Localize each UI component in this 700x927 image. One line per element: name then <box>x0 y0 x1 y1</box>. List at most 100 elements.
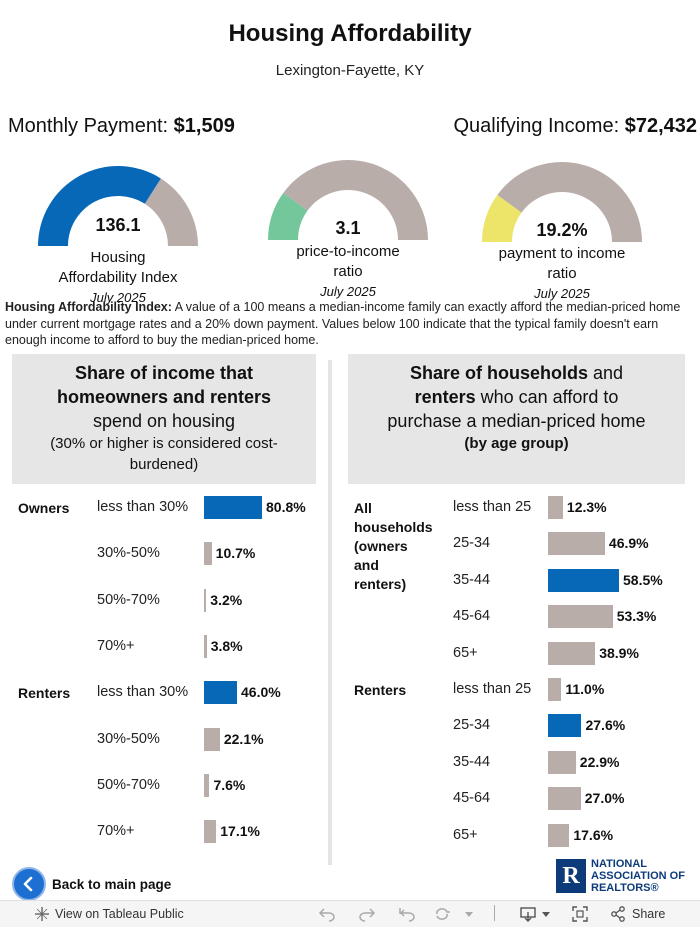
bar <box>204 634 207 658</box>
bar <box>548 823 570 847</box>
gauge-track <box>497 162 642 242</box>
fullscreen-button[interactable] <box>572 906 588 922</box>
undo-button[interactable] <box>318 906 336 922</box>
tableau-icon <box>34 906 50 922</box>
gauge-track <box>283 160 428 240</box>
logo-line1: NATIONAL <box>591 858 648 870</box>
data-label: 3.8% <box>210 637 243 654</box>
gauge-track <box>144 178 198 246</box>
gauge-value: 3.1 <box>335 218 361 238</box>
gauge-value: 136.1 <box>95 215 141 235</box>
group-label: Renters <box>354 682 407 698</box>
data-label: 53.3% <box>616 608 657 625</box>
qualifying-income-metric: Qualifying Income: $72,432 <box>454 115 698 138</box>
redo-icon <box>359 908 376 922</box>
gauge-fill <box>482 194 522 242</box>
data-label: 58.5% <box>623 571 663 588</box>
gauge-label-line1: payment to income <box>498 245 626 262</box>
view-on-tableau-label: View on Tableau Public <box>55 907 184 921</box>
monthly-payment-value: $1,509 <box>173 115 235 137</box>
category-label: less than 25 <box>453 499 532 515</box>
right-panel-header: Share of households and renters who can … <box>348 354 685 484</box>
bar <box>548 714 582 738</box>
gauge-fill <box>268 192 308 240</box>
note-text: A value of a 100 means a median-income f… <box>5 300 681 347</box>
left-header-line5: burdened) <box>129 456 199 473</box>
category-label: 65+ <box>453 644 478 661</box>
category-label: 50%-70% <box>97 591 160 608</box>
qualifying-income-label: Qualifying Income: <box>453 115 620 137</box>
share-button[interactable]: Share <box>610 906 665 922</box>
gauge-date: July 2025 <box>320 284 376 299</box>
bar <box>204 773 210 797</box>
page-subtitle: Lexington-Fayette, KY <box>275 62 425 79</box>
gauge-payment-to-income: 19.2% payment to income ratio July 2025 <box>472 160 652 301</box>
gauge-arc <box>482 162 642 242</box>
logo-line3: REALTORS® <box>591 882 659 894</box>
refresh-icon <box>436 908 473 920</box>
bar <box>204 588 207 612</box>
pause-updates-button[interactable] <box>434 906 474 922</box>
gauge-label-line1: Housing <box>90 249 146 266</box>
category-label: 35-44 <box>453 753 491 770</box>
right-header-line1-bold: Share of households <box>409 363 588 383</box>
category-label: 45-64 <box>453 790 491 807</box>
data-label: 11.0% <box>565 681 605 697</box>
data-label: 27.0% <box>584 790 625 807</box>
logo-line2: ASSOCIATION OF <box>591 870 685 882</box>
left-panel-header: Share of income that homeowners and rent… <box>12 354 316 484</box>
gauge-label-line2: Affordability Index <box>58 269 178 286</box>
data-label: 17.6% <box>573 826 614 843</box>
page-title: Housing Affordability <box>228 20 472 47</box>
bar <box>204 496 262 519</box>
bar <box>548 496 563 519</box>
category-label: 45-64 <box>453 608 491 625</box>
category-label: 50%-70% <box>97 776 160 793</box>
data-label: 7.6% <box>213 776 246 793</box>
bar <box>548 641 596 665</box>
monthly-payment-label: Monthly Payment: <box>8 115 169 137</box>
right-header-line2-rest: who can afford to <box>475 387 619 407</box>
category-label: 25-34 <box>453 535 491 552</box>
monthly-payment-metric: Monthly Payment: $1,509 <box>8 115 235 138</box>
revert-button[interactable] <box>398 906 416 922</box>
view-on-tableau-link[interactable]: View on Tableau Public <box>34 906 184 922</box>
gauge-value: 19.2% <box>536 220 588 240</box>
gauge-date: July 2025 <box>90 290 146 305</box>
nar-logo: R NATIONAL ASSOCIATION OF REALTORS® <box>556 858 685 894</box>
bar <box>204 542 212 566</box>
bar <box>548 568 619 592</box>
data-label: 17.1% <box>220 823 260 840</box>
category-label: 70%+ <box>97 637 135 654</box>
group-label: All households (owners and renters) <box>354 500 433 592</box>
share-label: Share <box>632 907 666 921</box>
gauge-arc <box>268 160 428 240</box>
back-arrow-icon <box>12 867 46 901</box>
data-label: 80.8% <box>266 499 306 515</box>
bar <box>548 787 581 811</box>
gauge-label-line2: ratio <box>547 265 577 282</box>
group-label: Owners <box>18 500 70 516</box>
data-label: 46.9% <box>608 535 649 552</box>
bar <box>548 605 613 629</box>
redo-button[interactable] <box>358 906 376 922</box>
qualifying-income-value: $72,432 <box>624 115 697 137</box>
note-term: Housing Affordability Index: <box>5 300 172 314</box>
back-to-main-button[interactable]: Back to main page <box>12 867 171 901</box>
gauge-fill <box>38 166 161 246</box>
data-label: 12.3% <box>566 499 607 515</box>
bar <box>204 820 217 844</box>
category-label: 30%-50% <box>97 730 160 747</box>
category-label: less than 30% <box>97 499 189 515</box>
category-label: 65+ <box>453 826 478 843</box>
download-button[interactable] <box>520 906 552 922</box>
panel-divider <box>328 360 332 865</box>
data-label: 3.2% <box>210 591 243 608</box>
download-icon <box>520 907 550 922</box>
right-header-line4: (by age group) <box>464 435 569 452</box>
right-header-line2-bold: renters <box>414 387 476 407</box>
data-label: 27.6% <box>585 717 626 734</box>
category-label: less than 30% <box>97 684 189 701</box>
gauge-date: July 2025 <box>534 286 590 301</box>
toolbar-separator <box>494 905 495 921</box>
